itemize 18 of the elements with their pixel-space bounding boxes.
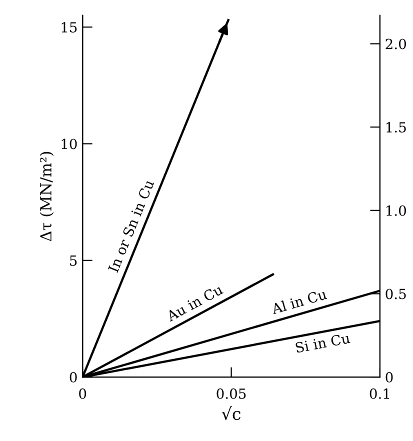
y2-tick-label: 0 [386,372,393,383]
x-tick-label: 0 [79,388,86,399]
y-tick-label: 0 [70,372,77,383]
text: Au in Cu [165,284,224,322]
x-tick-label: 0.05 [216,388,246,399]
x-tick-label: 0.1 [370,388,390,399]
y2-tick-label: 1.5 [386,122,406,133]
y-tick-label: 15 [62,22,77,33]
text: Si in Cu [295,332,350,353]
text: In or Sn in Cu [108,178,154,273]
x-axis-title: √c [222,406,240,420]
y-tick-label: 10 [62,138,77,150]
y-axis-title: Δτ (MN/m²) [40,152,54,242]
y2-tick-label: 0.5 [386,288,406,300]
y2-tick-label: 2.0 [386,38,406,50]
y2-tick-label: 1.0 [386,205,406,216]
text: Al in Cu [270,288,328,314]
y-tick-label: 5 [70,256,77,266]
